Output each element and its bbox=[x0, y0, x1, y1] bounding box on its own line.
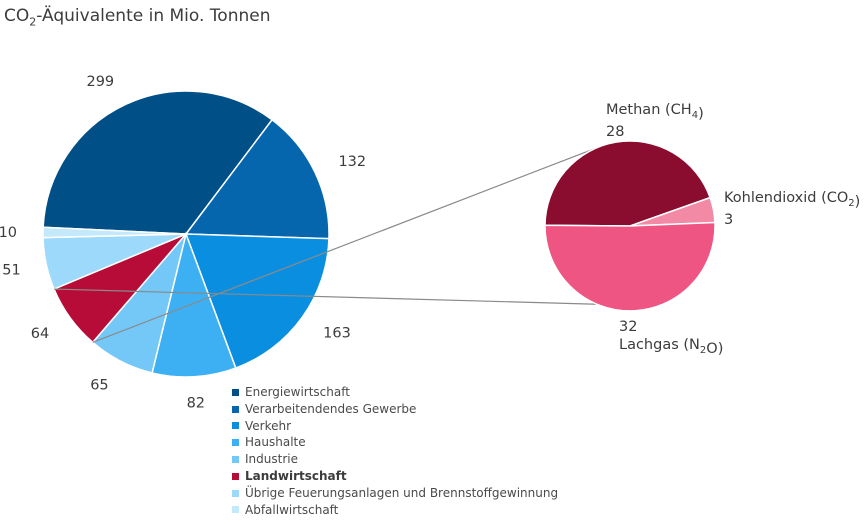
slice-verkehr bbox=[184, 233, 330, 370]
legend-item-haushalte: Haushalte bbox=[232, 434, 558, 451]
legend-swatch bbox=[232, 422, 239, 430]
legend-item-verkehr: Verkehr bbox=[232, 418, 558, 435]
legend-label: Industrie bbox=[245, 452, 298, 467]
legend-label: Übrige Feuerungsanlagen und Brennstoffge… bbox=[245, 485, 559, 500]
legend-swatch bbox=[232, 439, 239, 447]
slice-verarbeitendendes-gewerbe bbox=[184, 118, 330, 240]
legend-label: Verkehr bbox=[245, 418, 292, 433]
label-methan: Methan (CH4) 28 bbox=[606, 102, 704, 140]
slice-haushalte bbox=[151, 231, 237, 378]
legend-item-landwirtschaft: Landwirtschaft bbox=[232, 468, 558, 485]
slice-lachgas bbox=[544, 221, 716, 312]
label-uebrige-feuerungsanlagen-und-brennstoffgewinnung: 51 bbox=[2, 262, 20, 278]
legend-label: Landwirtschaft bbox=[245, 468, 347, 483]
legend-swatch bbox=[232, 506, 239, 514]
label-landwirtschaft: 64 bbox=[31, 326, 49, 342]
legend-label: Haushalte bbox=[245, 435, 306, 450]
explode-connectors bbox=[54, 147, 598, 343]
connector-top bbox=[92, 147, 598, 343]
legend-item-uebrige-feuerungsanlagen-und-brennstoffgewinnung: Übrige Feuerungsanlagen und Brennstoffge… bbox=[232, 485, 558, 502]
slice-methan bbox=[544, 140, 712, 227]
label-haushalte: 82 bbox=[187, 396, 205, 412]
legend: Energiewirtschaft Verarbeitendendes Gewer… bbox=[232, 384, 558, 518]
label-abfallwirtschaft: 10 bbox=[0, 225, 17, 241]
label-verarbeitendendes-gewerbe: 132 bbox=[338, 154, 366, 170]
legend-item-verarbeitendendes-gewerbe: Verarbeitendendes Gewerbe bbox=[232, 401, 558, 418]
legend-label: Verarbeitendendes Gewerbe bbox=[245, 401, 417, 416]
label-energiewirtschaft: 299 bbox=[86, 74, 114, 90]
chart-title: CO2-Äquivalente in Mio. Tonnen bbox=[4, 6, 271, 29]
slice-energiewirtschaft bbox=[42, 90, 274, 235]
legend-label: Energiewirtschaft bbox=[245, 385, 350, 399]
data-labels: 299 132 163 82 65 64 51 10 Methan (CH4) 28 Kohlend… bbox=[0, 74, 860, 412]
label-lachgas: 32 Lachgas (N2O) bbox=[619, 319, 723, 357]
legend-item-abfallwirtschaft: Abfallwirtschaft bbox=[232, 502, 558, 519]
label-verkehr: 163 bbox=[323, 326, 351, 342]
legend-item-industrie: Industrie bbox=[232, 451, 558, 468]
legend-swatch bbox=[232, 388, 239, 396]
label-kohlendioxid: Kohlendioxid (CO2) 3 bbox=[724, 190, 860, 228]
label-industrie: 65 bbox=[90, 377, 108, 393]
connector-bottom bbox=[54, 288, 597, 305]
legend-label: Abfallwirtschaft bbox=[245, 502, 339, 517]
main-pie bbox=[42, 90, 330, 378]
slice-abfallwirtschaft bbox=[42, 226, 187, 239]
legend-item-energiewirtschaft: Energiewirtschaft bbox=[232, 384, 558, 401]
legend-swatch bbox=[232, 472, 239, 480]
breakdown-pie bbox=[544, 140, 716, 312]
legend-swatch bbox=[232, 405, 239, 413]
legend-swatch bbox=[232, 456, 239, 464]
legend-swatch bbox=[232, 489, 239, 497]
